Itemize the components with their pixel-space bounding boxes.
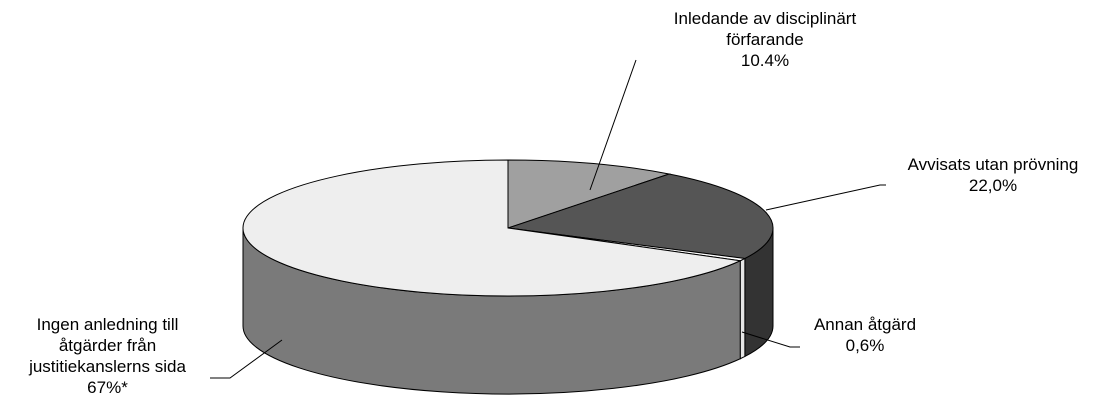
label-annan: Annan åtgärd 0,6% [813,315,917,355]
label-ingen: Ingen anledning till åtgärder från justi… [29,315,186,397]
leader-line-avvisats [765,184,886,211]
leader-line-inledande [589,59,637,191]
slice-ingen [242,159,742,297]
pie-slices [242,159,774,297]
slice-avvisats [507,173,774,260]
leader-line-annan [741,331,800,348]
slice-side-annan [739,257,746,360]
leader-lines [210,59,886,379]
slice-inledande [507,159,672,229]
leader-line-ingen [210,339,283,379]
label-avvisats: Avvisats utan prövning 22,0% [907,155,1079,195]
label-inledande: Inledande av disciplinärt förfarande 10.… [673,9,857,70]
